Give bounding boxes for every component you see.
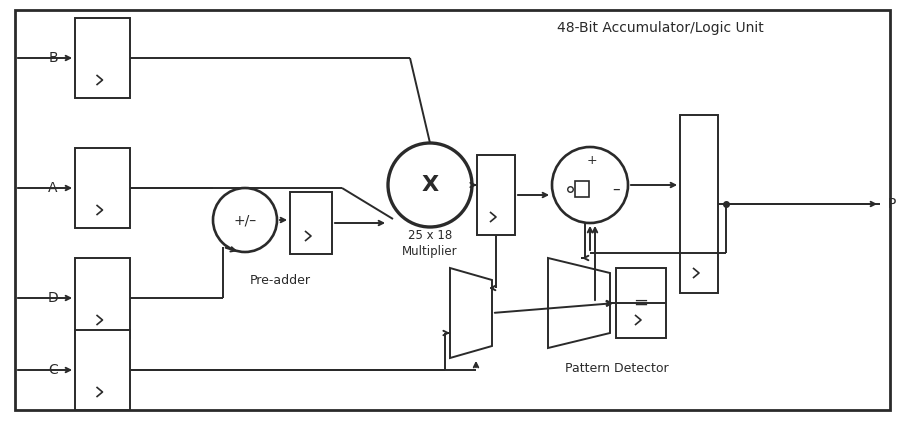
Bar <box>75 148 130 228</box>
Polygon shape <box>450 268 492 358</box>
Bar <box>75 330 130 410</box>
Bar <box>575 181 589 197</box>
Text: =: = <box>634 294 649 312</box>
Circle shape <box>552 147 628 223</box>
Text: C: C <box>48 363 58 377</box>
Text: Multiplier: Multiplier <box>402 244 458 257</box>
Circle shape <box>388 143 472 227</box>
Text: –: – <box>612 181 620 197</box>
Text: X: X <box>422 175 439 195</box>
Bar <box>290 192 332 254</box>
Text: A: A <box>48 181 58 195</box>
Bar <box>75 258 130 338</box>
Circle shape <box>213 188 277 252</box>
Text: Pattern Detector: Pattern Detector <box>566 362 669 374</box>
Text: P: P <box>888 197 896 211</box>
Text: +: + <box>586 154 597 168</box>
Text: Pre-adder: Pre-adder <box>250 273 310 287</box>
Text: 25 x 18: 25 x 18 <box>408 228 452 241</box>
Bar <box>75 18 130 98</box>
Polygon shape <box>548 258 610 348</box>
Bar <box>477 155 515 235</box>
Bar <box>680 115 718 293</box>
Text: 48-Bit Accumulator/Logic Unit: 48-Bit Accumulator/Logic Unit <box>557 21 764 35</box>
Text: +/–: +/– <box>233 213 256 227</box>
Text: D: D <box>48 291 59 305</box>
Text: B: B <box>48 51 58 65</box>
Bar <box>616 268 666 338</box>
